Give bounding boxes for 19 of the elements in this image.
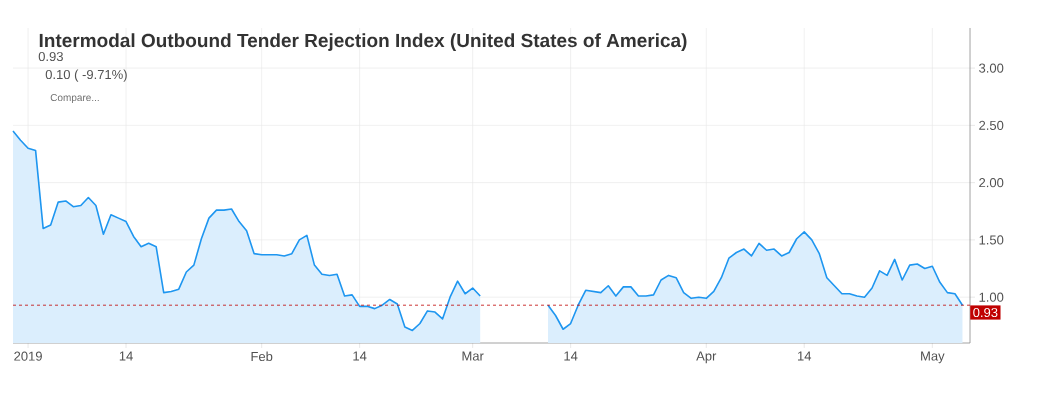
ref-line-label: 0.93 <box>973 307 998 318</box>
y-tick-label: 1.00 <box>979 292 1004 302</box>
x-tick-label: Apr <box>696 351 717 364</box>
x-tick-label: May <box>921 351 945 364</box>
x-tick-label: 2019 <box>14 351 42 361</box>
x-tick-label: 14 <box>353 351 367 361</box>
y-tick-label: 2.50 <box>979 120 1004 130</box>
x-tick-label: 14 <box>797 351 812 361</box>
x-tick-label: Mar <box>462 351 484 361</box>
annotation: Compare... <box>50 94 99 104</box>
y-tick-label: 3.00 <box>979 63 1004 73</box>
annotation: 0.10 ( -9.71%) <box>45 69 127 82</box>
chart-title: Intermodal Outbound Tender Rejection Index (United States of America) <box>39 33 687 51</box>
y-tick-label: 1.50 <box>979 235 1004 245</box>
annotation: 0.93 <box>38 51 63 62</box>
y-tick-label: 2.00 <box>979 178 1004 188</box>
x-tick-label: Feb <box>251 351 273 362</box>
x-tick-label: 14 <box>119 351 133 361</box>
x-tick-label: 14 <box>564 351 578 361</box>
